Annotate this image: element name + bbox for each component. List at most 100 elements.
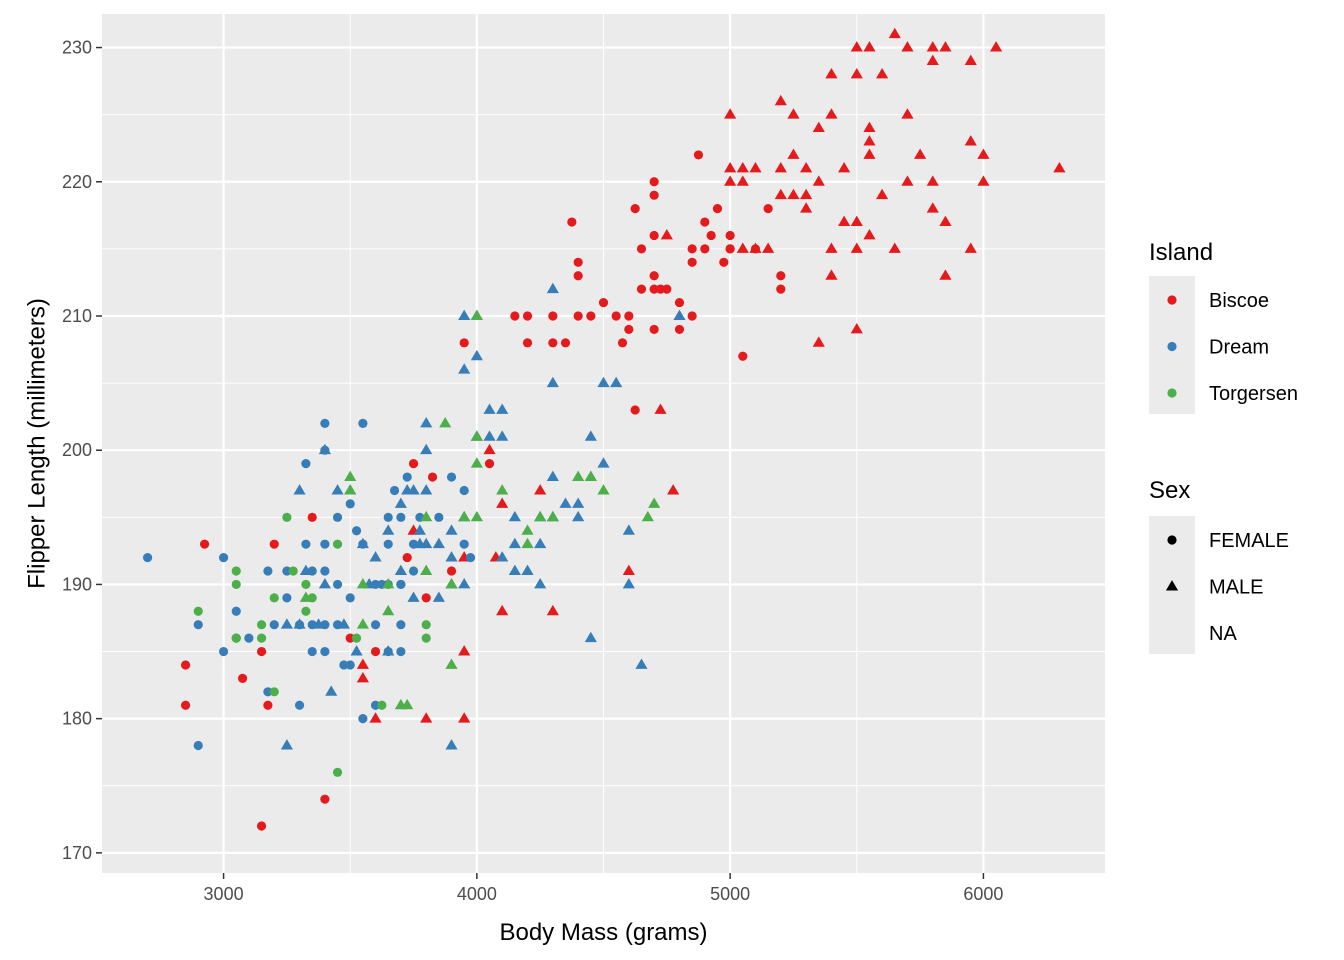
point-torgersen-female: [256, 620, 267, 630]
point-dream-male: [331, 484, 344, 495]
point-biscoe-female: [630, 405, 640, 415]
point-biscoe-male: [1053, 161, 1066, 173]
point-dream-female: [282, 566, 292, 576]
point-torgersen-male: [356, 578, 369, 589]
point-dream-female: [345, 499, 355, 509]
point-torgersen-female: [256, 633, 267, 643]
point-dream-male: [458, 363, 471, 374]
major-gridlines: [102, 14, 1105, 873]
point-dream-male: [432, 537, 445, 549]
point-biscoe-female: [269, 539, 279, 549]
point-dream-male: [420, 484, 433, 495]
point-biscoe-female: [446, 566, 457, 576]
minor-gridlines: [102, 14, 1105, 873]
point-biscoe-male: [724, 108, 737, 119]
point-dream-female: [465, 552, 476, 563]
point-dream-male: [394, 497, 407, 508]
point-biscoe-female: [662, 284, 672, 294]
legend-label-male: MALE: [1209, 577, 1263, 599]
legend-sex-title: Sex: [1149, 477, 1190, 504]
point-biscoe-female: [712, 204, 723, 214]
point-biscoe-female: [459, 338, 469, 348]
point-biscoe-female: [706, 230, 716, 241]
point-biscoe-male: [787, 108, 800, 119]
point-dream-male: [546, 470, 559, 482]
x-tick-label: 4000: [457, 884, 497, 904]
point-dream-female: [320, 539, 330, 549]
point-biscoe-female: [738, 351, 748, 361]
point-dream-male: [496, 430, 509, 441]
point-dream-male: [584, 430, 597, 441]
point-dream-male: [458, 309, 471, 320]
point-biscoe-female: [256, 821, 267, 831]
point-biscoe-male: [939, 41, 952, 52]
point-biscoe-female: [776, 271, 786, 281]
point-biscoe-female: [763, 204, 773, 214]
point-dream-male: [382, 645, 395, 656]
point-biscoe-female: [573, 257, 583, 267]
point-torgersen-female: [193, 606, 203, 616]
point-biscoe-male: [812, 336, 825, 347]
point-biscoe-male: [654, 403, 667, 414]
point-biscoe-male: [926, 202, 939, 213]
point-dream-female: [193, 620, 203, 630]
point-dream-male: [293, 484, 306, 495]
point-biscoe-female: [421, 593, 431, 603]
point-biscoe-female: [636, 244, 647, 254]
point-dream-female: [301, 459, 311, 469]
point-biscoe-female: [180, 700, 191, 710]
point-torgersen-male: [356, 618, 369, 629]
point-biscoe-female: [776, 284, 786, 294]
legend-island: Island Biscoe Dream Torgersen: [1149, 239, 1298, 414]
point-dream-female: [370, 620, 381, 630]
point-dream-female: [459, 485, 469, 496]
point-biscoe-male: [458, 712, 471, 723]
point-dream-male: [483, 403, 496, 414]
point-dream-male: [572, 497, 585, 508]
point-biscoe-female: [510, 311, 520, 321]
legend-key-dream: [1167, 341, 1177, 352]
point-dream-male: [325, 685, 338, 696]
point-torgersen-male: [458, 510, 471, 522]
point-biscoe-male: [774, 161, 787, 173]
point-dream-male: [382, 524, 395, 535]
y-tick-label: 180: [62, 709, 92, 729]
point-torgersen-male: [470, 510, 483, 522]
point-biscoe-female: [649, 271, 659, 281]
point-biscoe-female: [630, 204, 640, 214]
point-torgersen-female: [269, 687, 279, 697]
point-biscoe-female: [180, 660, 191, 670]
point-dream-male: [508, 537, 521, 549]
point-dream-male: [407, 484, 420, 495]
point-dream-male: [318, 443, 331, 455]
point-biscoe-female: [693, 150, 704, 160]
point-dream-female: [142, 552, 153, 563]
point-dream-male: [584, 631, 597, 643]
point-biscoe-male: [762, 242, 775, 253]
point-biscoe-male: [914, 148, 927, 159]
point-dream-female: [269, 620, 279, 630]
point-torgersen-female: [332, 767, 343, 777]
point-biscoe-female: [548, 338, 558, 348]
y-tick-label: 170: [62, 843, 92, 863]
point-biscoe-female: [573, 311, 583, 321]
point-biscoe-male: [990, 41, 1003, 52]
point-biscoe-female: [370, 646, 381, 657]
point-dream-female: [263, 687, 273, 697]
point-dream-male: [280, 618, 293, 629]
point-dream-male: [420, 537, 433, 549]
point-biscoe-male: [901, 41, 914, 52]
y-axis-title: Flipper Length (millimeters): [23, 298, 50, 589]
point-biscoe-female: [649, 230, 659, 241]
point-biscoe-female: [649, 177, 659, 187]
point-dream-male: [673, 309, 686, 320]
point-biscoe-male: [888, 27, 901, 39]
point-torgersen-male: [521, 524, 534, 535]
point-torgersen-male: [572, 470, 585, 482]
point-biscoe-female: [617, 338, 628, 348]
point-biscoe-male: [800, 202, 813, 213]
point-dream-female: [396, 512, 406, 522]
y-tick-label: 210: [62, 306, 92, 326]
axis-tick-labels: 3000 4000 5000 6000 170 180 190 200 210 220 230: [62, 38, 1003, 904]
point-torgersen-female: [288, 566, 298, 576]
